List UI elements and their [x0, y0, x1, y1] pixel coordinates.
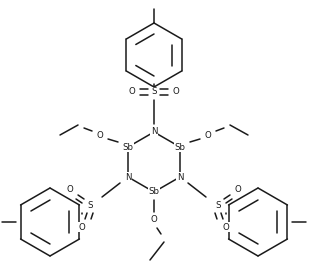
- Text: Sb: Sb: [175, 143, 185, 151]
- Text: Sb: Sb: [123, 143, 133, 151]
- Text: S: S: [87, 201, 93, 210]
- Text: Sb: Sb: [149, 187, 159, 197]
- Text: O: O: [205, 130, 211, 140]
- Text: S: S: [151, 87, 157, 96]
- Text: O: O: [97, 130, 104, 140]
- Text: O: O: [222, 222, 229, 231]
- Text: O: O: [79, 222, 85, 231]
- Text: S: S: [215, 201, 221, 210]
- Text: O: O: [173, 87, 180, 96]
- Text: N: N: [125, 173, 131, 181]
- Text: O: O: [129, 87, 135, 96]
- Text: O: O: [235, 184, 241, 194]
- Text: N: N: [177, 173, 183, 181]
- Text: O: O: [67, 184, 74, 194]
- Text: N: N: [151, 127, 157, 137]
- Text: O: O: [150, 215, 157, 224]
